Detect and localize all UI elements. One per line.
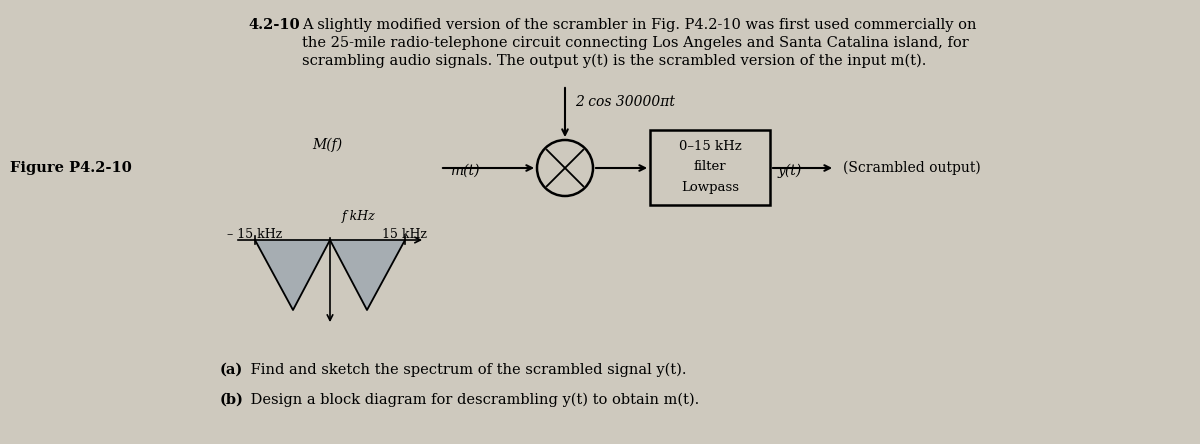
Text: the 25-mile radio-telephone circuit connecting Los Angeles and Santa Catalina is: the 25-mile radio-telephone circuit conn… — [302, 36, 968, 50]
Text: M(f): M(f) — [312, 138, 342, 152]
Text: Design a block diagram for descrambling y(t) to obtain m(t).: Design a block diagram for descrambling … — [246, 393, 700, 407]
Text: Find and sketch the spectrum of the scrambled signal y(t).: Find and sketch the spectrum of the scra… — [246, 363, 686, 377]
Bar — [650, 130, 770, 205]
Text: A slightly modified version of the scrambler in Fig. P4.2-10 was first used comm: A slightly modified version of the scram… — [302, 18, 977, 32]
Text: Lowpass: Lowpass — [682, 182, 739, 194]
Text: m(t): m(t) — [450, 164, 480, 178]
Polygon shape — [256, 240, 330, 310]
Polygon shape — [330, 240, 406, 310]
Text: 2 cos 30000πt: 2 cos 30000πt — [575, 95, 674, 109]
Text: filter: filter — [694, 159, 726, 173]
Text: scrambling audio signals. The output y(t) is the scrambled version of the input : scrambling audio signals. The output y(t… — [302, 54, 926, 68]
Text: (b): (b) — [220, 393, 244, 407]
Text: Figure P4.2-10: Figure P4.2-10 — [10, 161, 132, 175]
Text: (Scrambled output): (Scrambled output) — [842, 161, 980, 175]
Text: 15 kHz: 15 kHz — [383, 228, 427, 241]
Text: 0–15 kHz: 0–15 kHz — [679, 139, 742, 152]
Text: y(t): y(t) — [778, 163, 803, 178]
Text: (a): (a) — [220, 363, 244, 377]
Text: 4.2-10: 4.2-10 — [248, 18, 300, 32]
Text: f kHz: f kHz — [342, 210, 376, 223]
Text: – 15 kHz: – 15 kHz — [227, 228, 283, 241]
